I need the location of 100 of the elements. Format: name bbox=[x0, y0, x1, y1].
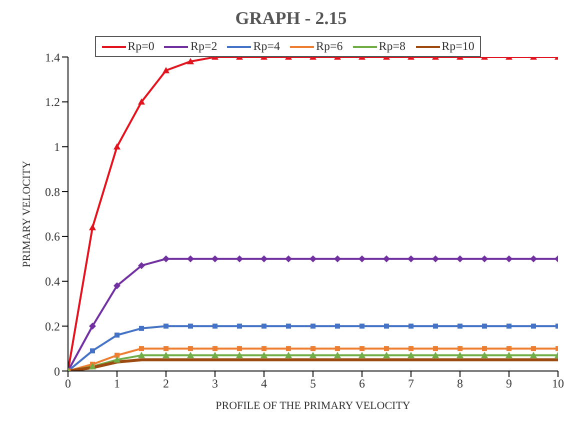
point bbox=[90, 348, 95, 354]
point bbox=[482, 346, 487, 352]
point bbox=[236, 255, 243, 262]
point bbox=[481, 352, 488, 358]
x-tick-label: 4 bbox=[261, 376, 267, 391]
point bbox=[162, 255, 170, 262]
point bbox=[285, 352, 292, 358]
point bbox=[335, 324, 340, 329]
point bbox=[285, 255, 292, 262]
point bbox=[384, 324, 389, 329]
legend-label: Rp=6 bbox=[316, 39, 343, 54]
point bbox=[262, 324, 266, 329]
x-tick-label: 3 bbox=[212, 376, 218, 391]
y-tick-label: 1.4 bbox=[45, 50, 60, 64]
chart-title: GRAPH - 2.15 bbox=[234, 8, 348, 29]
x-tick-label: 10 bbox=[552, 376, 564, 391]
point bbox=[114, 143, 120, 150]
point bbox=[383, 352, 390, 358]
point bbox=[310, 255, 316, 262]
point bbox=[506, 352, 512, 358]
point bbox=[212, 346, 218, 352]
y-axis-title: PRIMARY VELOCITY bbox=[20, 160, 33, 268]
y-tick-label: 0.6 bbox=[45, 230, 60, 244]
y-tick-label: 1.2 bbox=[45, 95, 60, 110]
point bbox=[188, 346, 193, 352]
point bbox=[164, 324, 168, 329]
y-tick-label: 0.4 bbox=[45, 274, 60, 289]
point bbox=[360, 346, 364, 352]
point bbox=[262, 346, 266, 352]
point bbox=[433, 346, 438, 352]
point bbox=[260, 255, 268, 262]
legend-label: Rp=4 bbox=[253, 39, 280, 54]
point bbox=[212, 352, 218, 358]
point bbox=[114, 356, 120, 363]
point bbox=[138, 352, 145, 358]
point bbox=[458, 346, 462, 352]
x-tick-label: 2 bbox=[163, 376, 169, 391]
point bbox=[114, 282, 120, 290]
point bbox=[89, 224, 96, 230]
point bbox=[260, 352, 268, 358]
point bbox=[187, 352, 194, 358]
point bbox=[408, 324, 414, 329]
point bbox=[384, 346, 389, 352]
point bbox=[310, 346, 316, 352]
point bbox=[114, 352, 120, 358]
point bbox=[89, 363, 96, 370]
point bbox=[482, 324, 487, 329]
point bbox=[188, 324, 193, 329]
legend-label: Rp=2 bbox=[190, 39, 218, 54]
point bbox=[456, 255, 464, 262]
point bbox=[531, 324, 536, 329]
point bbox=[334, 352, 341, 358]
point bbox=[383, 255, 390, 262]
y-tick-label: 1 bbox=[54, 140, 60, 154]
point bbox=[164, 346, 168, 352]
point bbox=[506, 346, 512, 352]
point bbox=[530, 255, 537, 262]
y-tick-label: 0.2 bbox=[45, 319, 60, 334]
point bbox=[408, 255, 414, 262]
point bbox=[139, 326, 144, 331]
y-tick-label: 0 bbox=[54, 364, 60, 378]
point bbox=[138, 98, 145, 105]
point bbox=[89, 322, 96, 330]
point bbox=[310, 324, 316, 329]
point bbox=[114, 332, 120, 338]
x-tick-label: 9 bbox=[506, 376, 512, 391]
point bbox=[162, 352, 170, 358]
legend-label: Rp=0 bbox=[128, 39, 154, 54]
point bbox=[432, 255, 439, 262]
point bbox=[408, 352, 414, 358]
x-tick-label: 0 bbox=[65, 376, 71, 391]
point bbox=[506, 324, 512, 329]
point bbox=[138, 262, 145, 270]
point bbox=[286, 324, 291, 329]
point bbox=[360, 324, 364, 329]
point bbox=[358, 255, 366, 262]
point bbox=[335, 346, 340, 352]
point bbox=[456, 352, 464, 358]
point bbox=[212, 324, 218, 329]
point bbox=[432, 352, 439, 358]
point bbox=[481, 255, 488, 262]
legend-label: Rp=8 bbox=[378, 39, 406, 54]
point bbox=[236, 352, 243, 358]
point bbox=[530, 352, 537, 358]
point bbox=[358, 352, 366, 358]
point bbox=[187, 255, 194, 262]
x-tick-label: 7 bbox=[408, 376, 414, 391]
x-axis-title: PROFILE OF THE PRIMARY VELOCITY bbox=[216, 400, 410, 412]
point bbox=[237, 324, 242, 329]
x-tick-label: 8 bbox=[457, 376, 463, 391]
point bbox=[458, 324, 462, 329]
x-tick-label: 6 bbox=[359, 376, 365, 391]
point bbox=[433, 324, 438, 329]
point bbox=[334, 255, 341, 262]
point bbox=[237, 346, 242, 352]
x-tick-label: 5 bbox=[310, 376, 316, 391]
point bbox=[531, 346, 536, 352]
x-tick-label: 1 bbox=[114, 376, 120, 391]
legend-label: Rp=10 bbox=[442, 39, 474, 54]
point bbox=[139, 346, 144, 352]
